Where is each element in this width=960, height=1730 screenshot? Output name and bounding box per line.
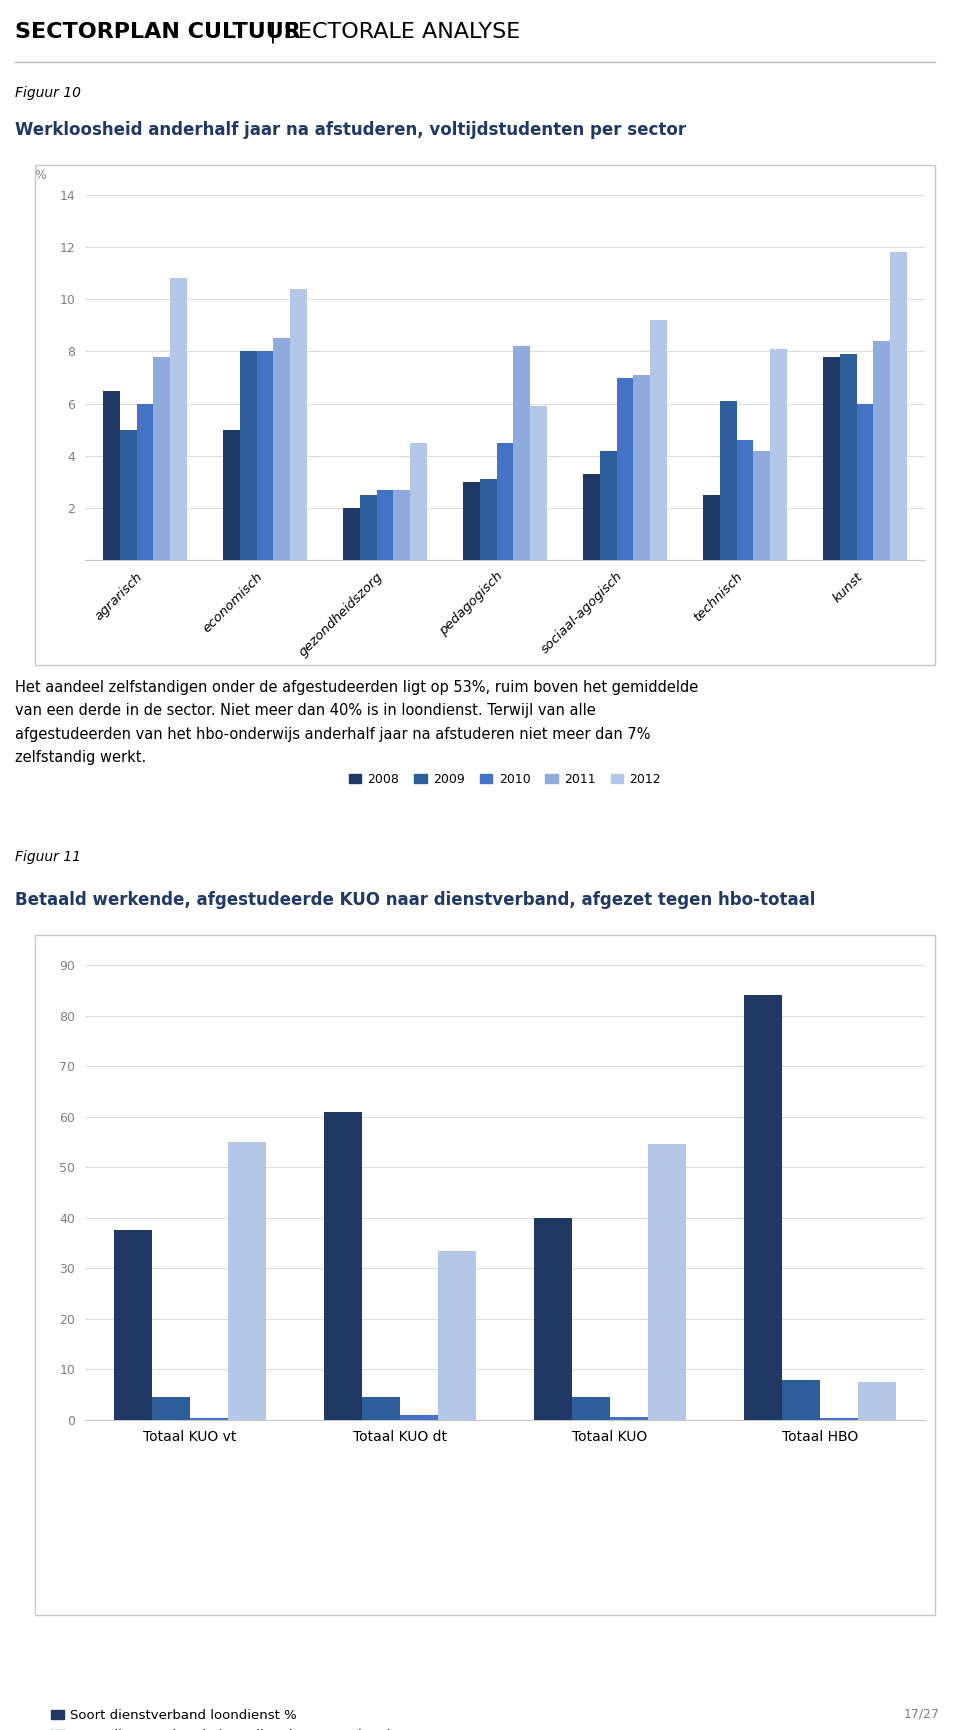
Bar — [572, 1398, 610, 1420]
Bar — [874, 341, 890, 561]
Bar — [480, 479, 496, 561]
Bar — [274, 339, 290, 561]
Bar — [858, 1382, 896, 1420]
Bar — [170, 279, 187, 561]
Bar — [463, 481, 480, 561]
Legend: 2008, 2009, 2010, 2011, 2012: 2008, 2009, 2010, 2011, 2012 — [344, 768, 666, 791]
Text: | SECTORALE ANALYSE: | SECTORALE ANALYSE — [262, 22, 520, 43]
Bar — [890, 253, 907, 561]
Bar — [114, 1230, 153, 1420]
Text: %: % — [35, 170, 47, 182]
Text: Figuur 10: Figuur 10 — [15, 85, 81, 100]
Bar — [840, 355, 856, 561]
Bar — [754, 450, 770, 561]
Bar — [256, 351, 274, 561]
Bar — [223, 429, 240, 561]
Bar — [650, 320, 667, 561]
Bar — [703, 495, 720, 561]
Bar — [136, 403, 154, 561]
Bar — [600, 450, 616, 561]
Bar — [530, 407, 547, 561]
Bar — [744, 995, 782, 1420]
Bar — [154, 356, 170, 561]
Bar — [856, 403, 874, 561]
Bar — [438, 1251, 475, 1420]
Bar — [324, 1112, 362, 1420]
Bar — [770, 349, 787, 561]
Bar — [376, 490, 394, 561]
Text: Figuur 11: Figuur 11 — [15, 851, 81, 865]
Text: Het aandeel zelfstandigen onder de afgestudeerden ligt op 53%, ruim boven het ge: Het aandeel zelfstandigen onder de afges… — [15, 680, 698, 765]
Bar — [782, 1379, 820, 1420]
Legend: Soort dienstverband loondienst %, Soort dienstverband uitzendkracht/ oproepkrach: Soort dienstverband loondienst %, Soort … — [45, 1704, 419, 1730]
Bar — [535, 1218, 572, 1420]
Bar — [362, 1398, 400, 1420]
Bar — [103, 391, 120, 561]
Bar — [616, 377, 634, 561]
Bar — [153, 1398, 190, 1420]
Bar — [610, 1417, 648, 1420]
Bar — [343, 509, 360, 561]
Bar — [736, 439, 754, 561]
Bar — [290, 289, 307, 561]
Bar — [360, 495, 376, 561]
Bar — [228, 1142, 266, 1420]
Bar — [720, 401, 736, 561]
Bar — [583, 474, 600, 561]
Bar — [394, 490, 410, 561]
Text: 17/27: 17/27 — [904, 1708, 940, 1721]
Text: SECTORPLAN CULTUUR: SECTORPLAN CULTUUR — [15, 22, 300, 43]
Text: Betaald werkende, afgestudeerde KUO naar dienstverband, afgezet tegen hbo-totaal: Betaald werkende, afgestudeerde KUO naar… — [15, 891, 815, 908]
Bar — [120, 429, 136, 561]
Bar — [400, 1415, 438, 1420]
Bar — [240, 351, 256, 561]
Bar — [496, 443, 514, 561]
Bar — [514, 346, 530, 561]
Text: Werkloosheid anderhalf jaar na afstuderen, voltijdstudenten per sector: Werkloosheid anderhalf jaar na afstudere… — [15, 121, 686, 138]
Bar — [648, 1145, 685, 1420]
Bar — [634, 375, 650, 561]
Bar — [410, 443, 427, 561]
Bar — [823, 356, 840, 561]
